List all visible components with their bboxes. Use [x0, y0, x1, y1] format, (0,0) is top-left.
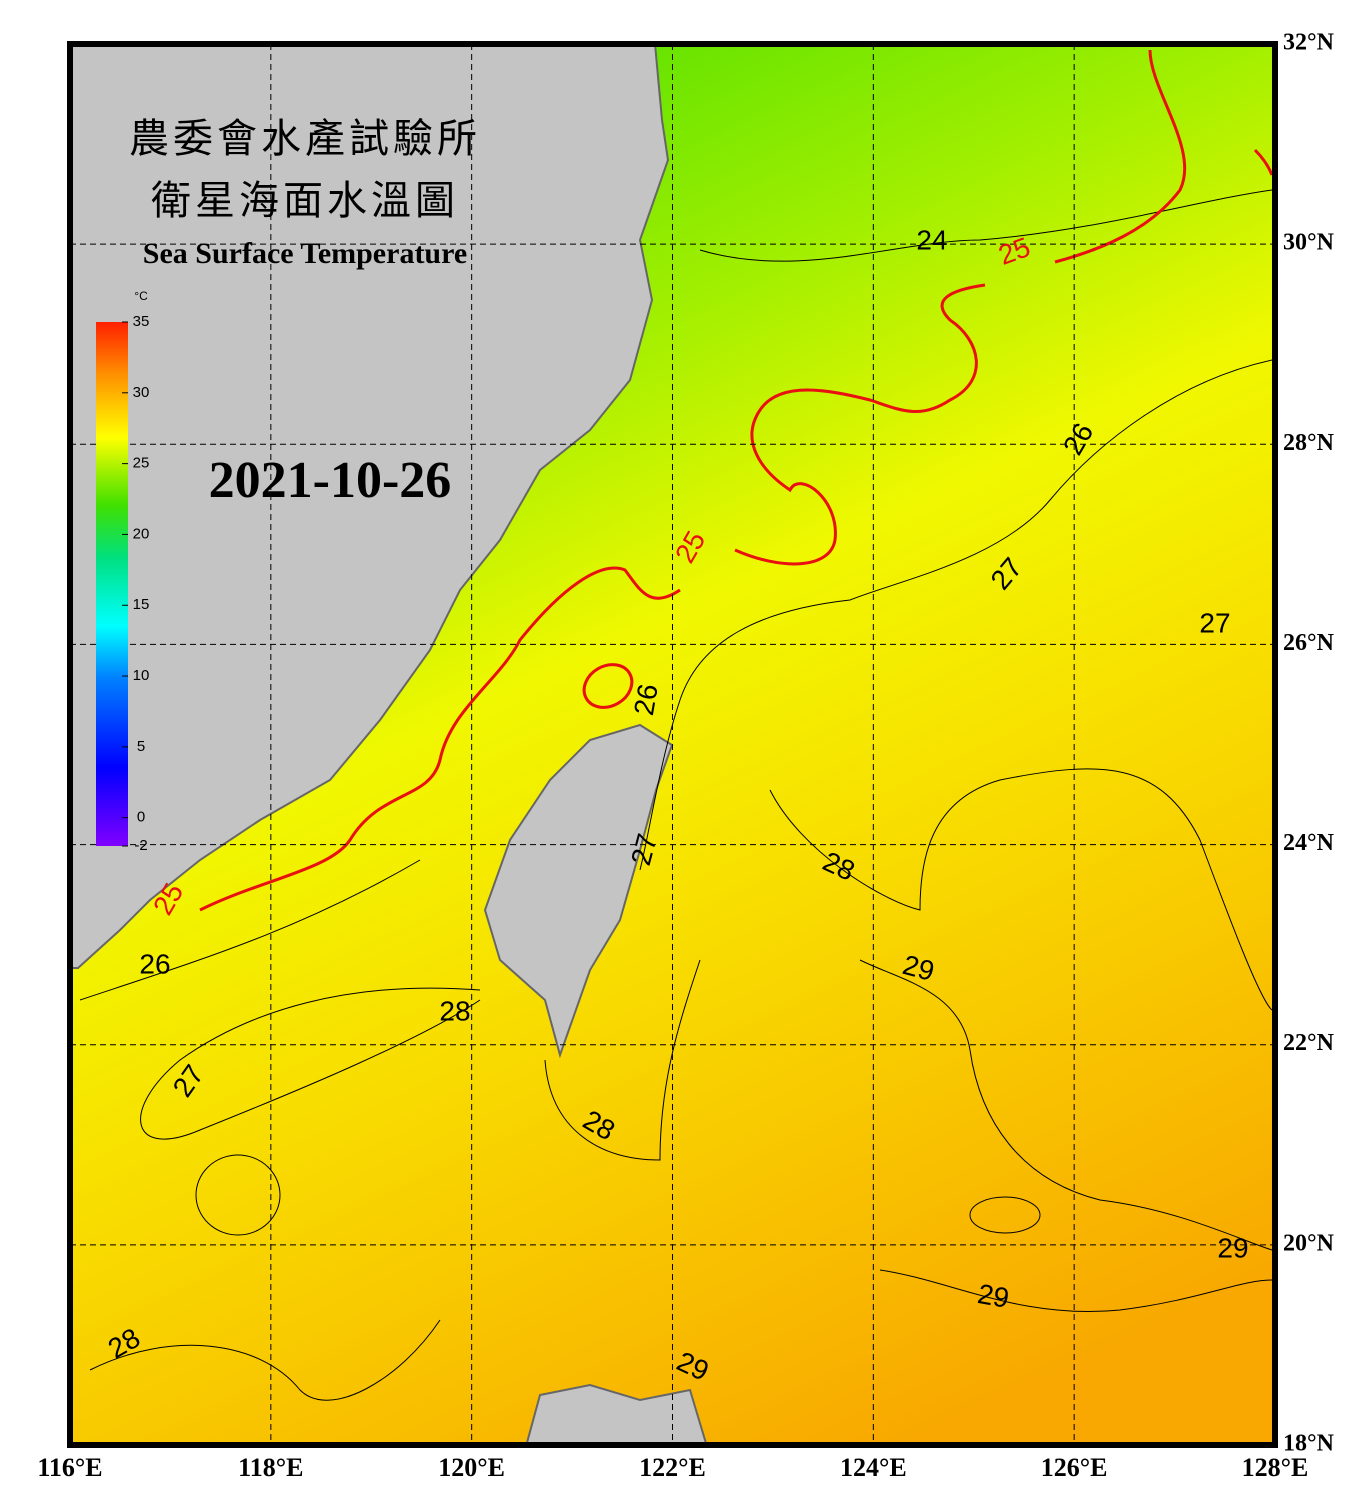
isotherm — [699, 189, 1272, 262]
isotherm — [769, 768, 1272, 1011]
colorbar-tick-label: 15 — [133, 596, 150, 613]
lat-tick-label: 22°N — [1283, 1030, 1335, 1056]
colorbar-unit: °C — [134, 289, 148, 303]
colorbar-tick-label: -2 — [134, 837, 147, 854]
contour-label: 29 — [1217, 1232, 1248, 1263]
lon-tick-label: 122°E — [639, 1453, 706, 1482]
header: 農委會水產試驗所 衛星海面水溫圖 Sea Surface Temperature… — [129, 116, 481, 509]
isotherm-highlighted — [582, 663, 634, 709]
colorbar-tick-label: 10 — [133, 667, 150, 684]
lat-tick-label: 28°N — [1283, 430, 1335, 456]
colorbar-tick-label: 20 — [133, 525, 150, 542]
isotherm — [140, 987, 481, 1140]
isotherm — [79, 859, 421, 1001]
colorbar-ramp — [96, 322, 128, 846]
isotherm — [544, 959, 701, 1161]
map-frame — [67, 41, 1278, 1448]
isotherm-highlighted — [1253, 148, 1272, 176]
graticule — [73, 47, 1272, 1442]
lon-tick-label: 116°E — [37, 1453, 102, 1482]
date: 2021-10-26 — [209, 452, 452, 509]
lon-tick-label: 124°E — [840, 1453, 907, 1482]
isotherm — [879, 1269, 1272, 1313]
lat-tick-label: 26°N — [1283, 630, 1335, 656]
isotherm-highlighted — [1054, 49, 1187, 264]
title-zh: 農委會水產試驗所 — [129, 116, 481, 161]
contour-label: 28 — [439, 995, 470, 1026]
lon-tick-label: 118°E — [238, 1453, 303, 1482]
isotherms-highlighted — [199, 49, 1272, 912]
colorbar-tick-label: 0 — [137, 809, 145, 826]
lat-tick-label: 32°N — [1283, 30, 1335, 56]
isotherm — [639, 359, 1272, 871]
contour-label: 29 — [975, 1278, 1011, 1314]
axes: 116°E 118°E 120°E 122°E 124°E 126°E 128°E 32°N 3… — [37, 30, 1334, 1482]
isotherm-highlighted — [734, 283, 986, 566]
colorbar-tick-label: 25 — [133, 455, 150, 472]
china-coast — [73, 47, 670, 969]
isotherms — [79, 189, 1272, 1401]
luzon — [526, 1383, 707, 1442]
contour-label: 26 — [628, 682, 664, 718]
lon-tick-label: 120°E — [438, 1453, 505, 1482]
contour-label: 27 — [1199, 607, 1230, 638]
lat-tick-label: 30°N — [1283, 230, 1335, 256]
isotherm-highlighted — [199, 566, 681, 912]
subtitle-zh: 衛星海面水溫圖 — [151, 178, 459, 223]
colorbar-tick-label: 30 — [133, 384, 150, 401]
isotherm — [969, 1196, 1041, 1234]
contour-label: 26 — [139, 948, 170, 979]
colorbar-tick-label: 35 — [133, 313, 150, 330]
lat-tick-label: 18°N — [1283, 1431, 1335, 1457]
colorbar-tick-label: 5 — [137, 738, 145, 755]
lon-tick-label: 128°E — [1242, 1453, 1309, 1482]
isotherm — [859, 959, 1272, 1251]
lon-tick-label: 126°E — [1041, 1453, 1108, 1482]
lat-tick-label: 24°N — [1283, 830, 1335, 856]
taiwan — [483, 723, 674, 1059]
isotherm — [195, 1154, 281, 1236]
lat-tick-label: 20°N — [1283, 1230, 1335, 1256]
colorbar: °C 35 30 25 20 15 10 5 0 -2 — [96, 289, 149, 854]
contour-label: 24 — [916, 224, 947, 255]
title-en: Sea Surface Temperature — [143, 237, 467, 270]
isotherm — [89, 1319, 441, 1401]
